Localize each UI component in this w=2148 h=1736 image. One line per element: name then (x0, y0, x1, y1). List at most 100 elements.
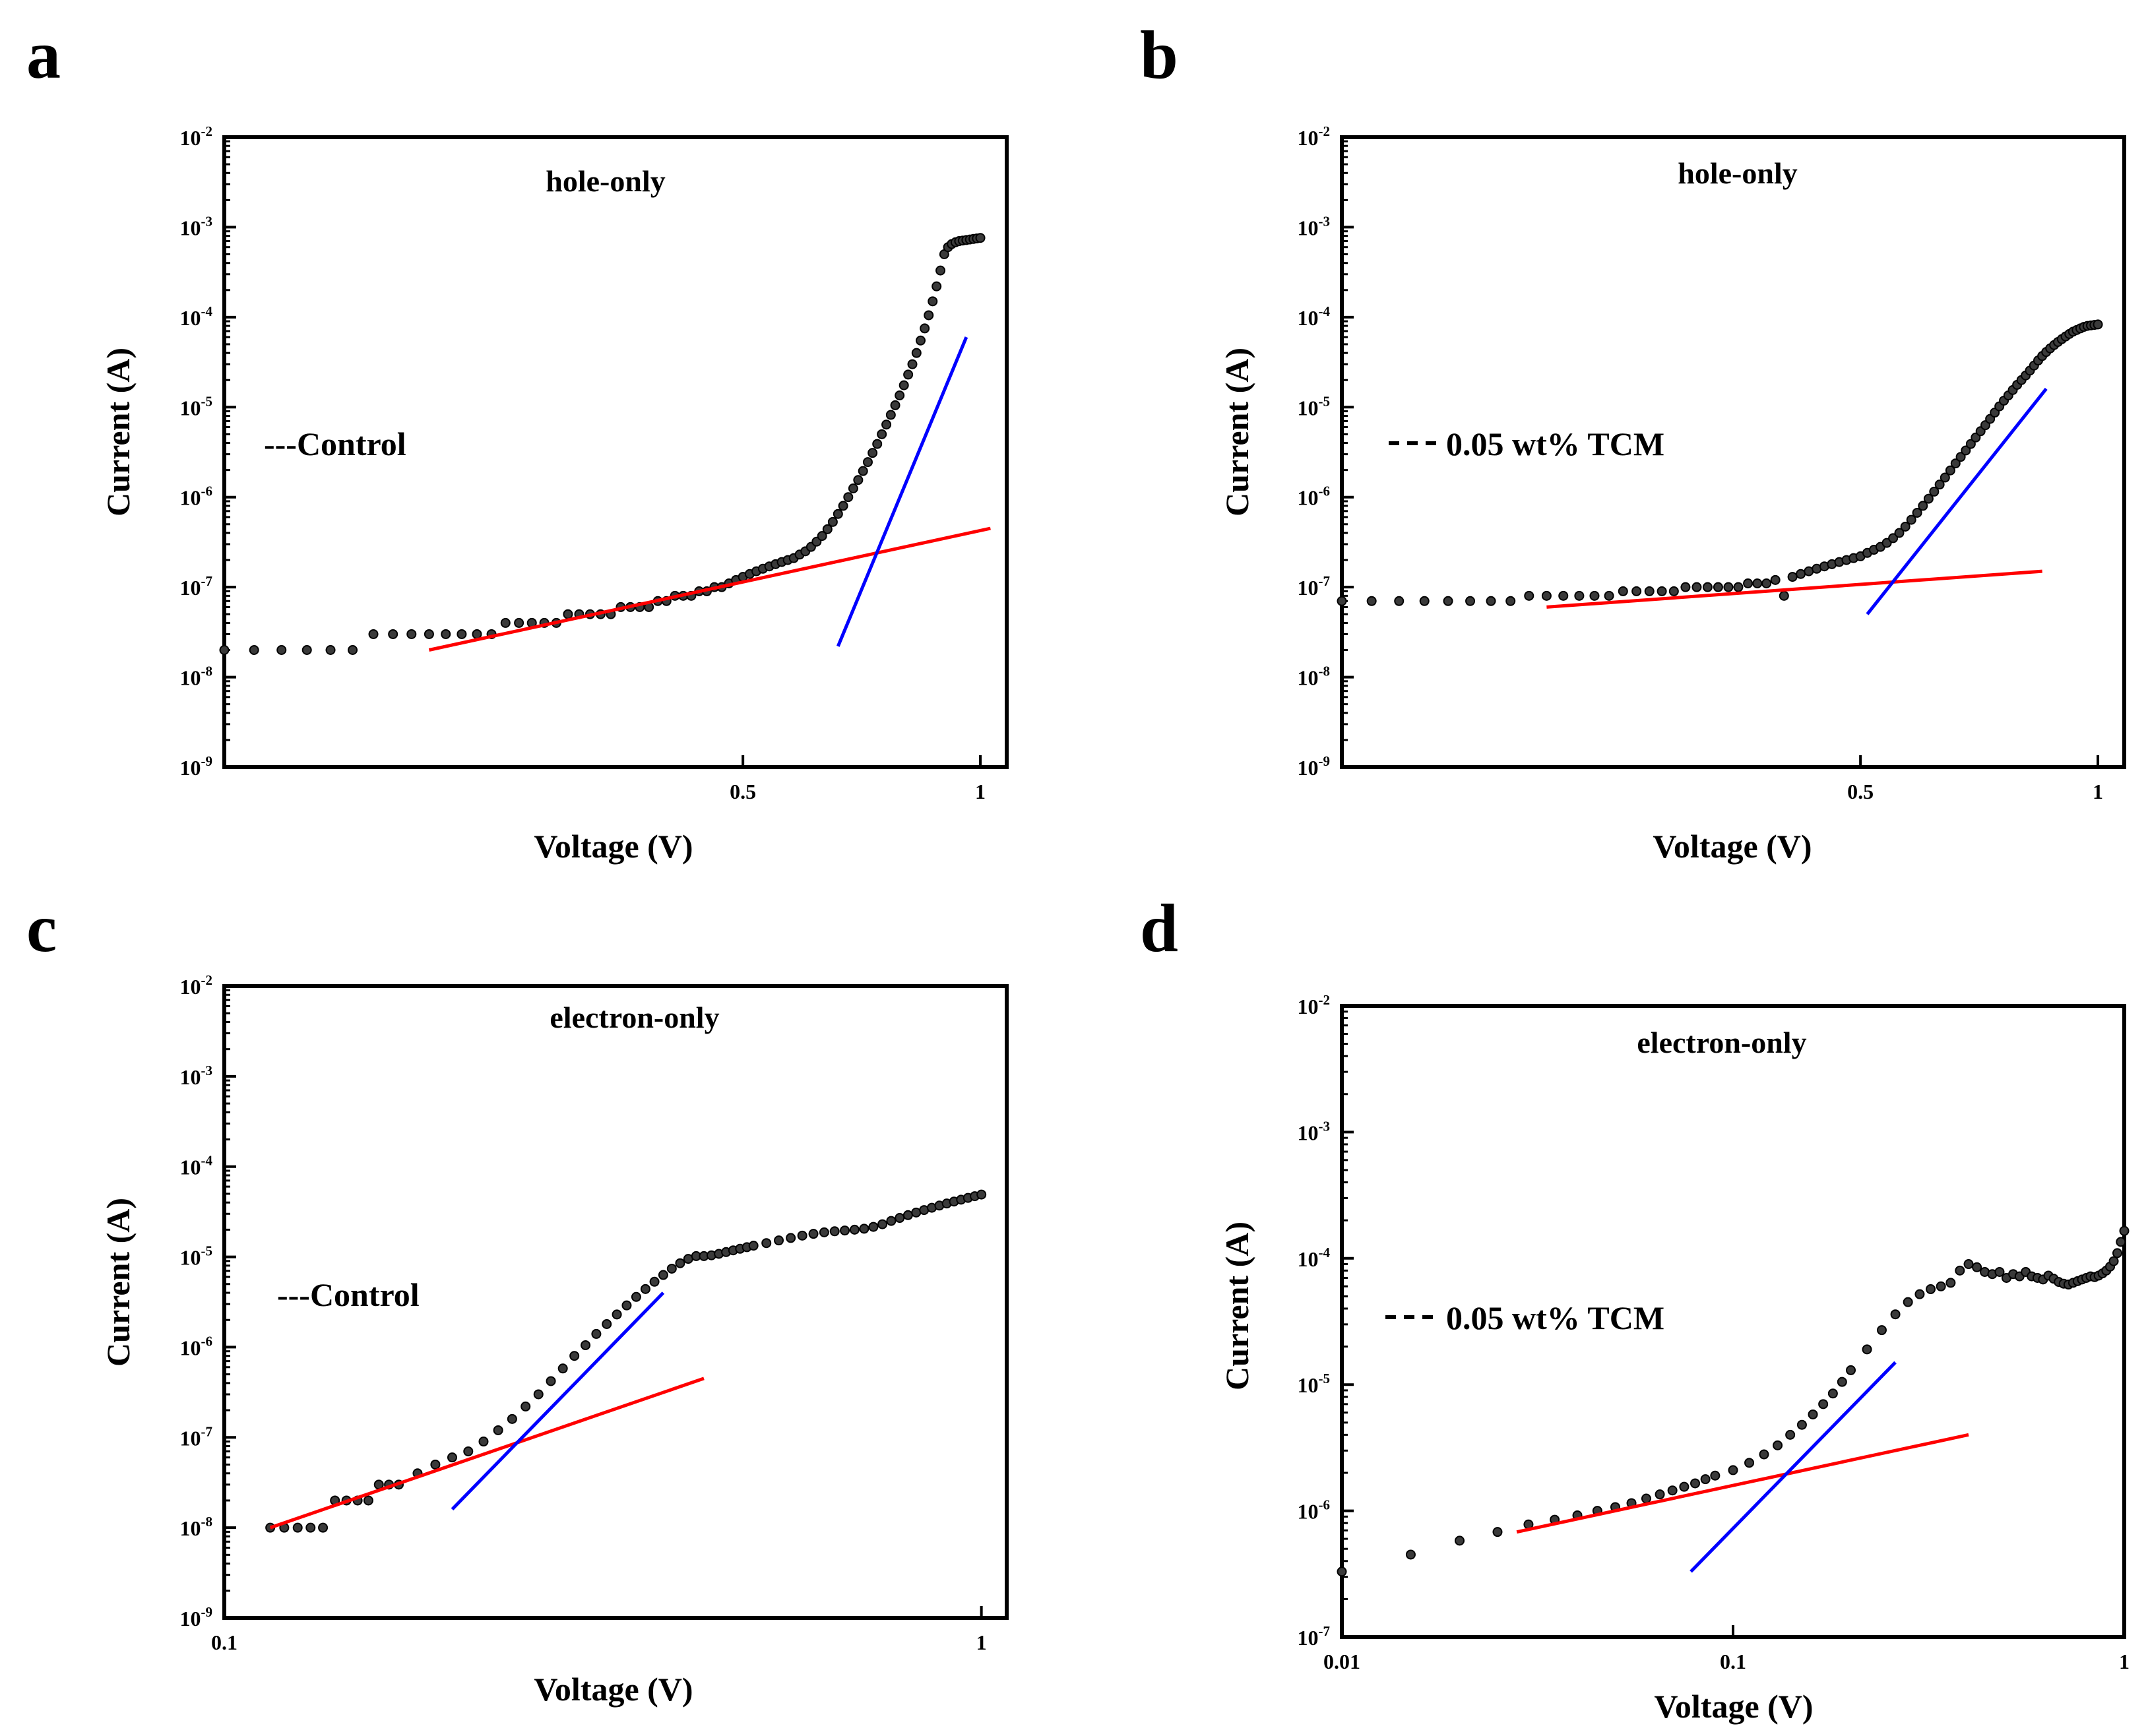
data-point (1761, 578, 1772, 588)
data-point (1965, 439, 1976, 449)
panel-letter: b (1140, 17, 1178, 93)
y-tick-label: 10-6 (180, 483, 213, 510)
data-point (819, 1227, 829, 1237)
data-point (581, 1340, 591, 1351)
data-point (1846, 1365, 1856, 1375)
x-axis-label: Voltage (V) (534, 1671, 693, 1708)
data-point (761, 1238, 772, 1249)
data-point (895, 390, 905, 401)
data-point (1796, 569, 1806, 579)
panel-title: hole-only (1678, 156, 1797, 190)
data-point (1394, 596, 1405, 606)
data-point (658, 1270, 668, 1280)
data-point (406, 629, 417, 639)
data-point (920, 323, 930, 334)
data-point (886, 1216, 897, 1226)
panel-d: d electron-only 0.05 wt% TCM Voltage (V)… (1140, 890, 2130, 1725)
panel-letter: d (1140, 890, 1178, 966)
data-point (1713, 582, 1723, 592)
data-point (1759, 1449, 1769, 1460)
data-point (521, 1401, 531, 1411)
data-point (1657, 586, 1667, 596)
data-point (932, 281, 942, 292)
data-point (1950, 458, 1961, 469)
y-tick-label: 10-5 (180, 393, 213, 419)
measured-series (1337, 1225, 2130, 1577)
data-point (1796, 1419, 1807, 1430)
data-point (1940, 472, 1950, 483)
data-point (1808, 1409, 1818, 1419)
data-point (675, 1258, 685, 1268)
data-point (1994, 1266, 2005, 1277)
data-point (877, 429, 887, 439)
data-point (1744, 1458, 1755, 1468)
data-point (868, 1222, 879, 1232)
y-tick-label: 10-3 (180, 1063, 213, 1089)
y-tick-label: 10-7 (1298, 573, 1331, 600)
data-point (1492, 1527, 1503, 1537)
data-point (1929, 486, 1940, 497)
data-point (1524, 590, 1534, 601)
data-point (1710, 1470, 1721, 1481)
y-tick-label: 10-3 (1298, 1118, 1331, 1144)
x-tick-label: 0.1 (211, 1630, 237, 1654)
data-point (808, 1229, 819, 1239)
y-tick-label: 10-5 (1298, 393, 1331, 419)
panel-title: electron-only (1637, 1026, 1806, 1059)
panel-title: electron-only (550, 1001, 719, 1034)
data-point (1655, 1489, 1665, 1500)
data-point (1918, 501, 1928, 511)
data-point (1679, 1481, 1690, 1492)
y-axis-ticks (1342, 1005, 1354, 1638)
data-point (2108, 1256, 2119, 1266)
x-axis-label: Voltage (V) (1653, 828, 1812, 865)
data-point (895, 1213, 905, 1224)
measured-series (1337, 319, 2103, 606)
data-point (1906, 514, 1916, 525)
data-point (447, 1452, 457, 1463)
data-point (859, 1224, 869, 1234)
data-point (1733, 582, 1744, 592)
data-point (219, 645, 230, 656)
data-point (457, 629, 467, 639)
x-axis-label: Voltage (V) (534, 828, 693, 865)
data-point (890, 400, 900, 410)
y-tick-label: 10-8 (180, 1514, 213, 1540)
y-tick-label: 10-4 (180, 1153, 213, 1179)
data-point (1728, 1465, 1738, 1475)
y-axis-label: Current (A) (100, 1198, 137, 1367)
data-point (472, 629, 482, 639)
x-axis-label: Voltage (V) (1654, 1688, 1813, 1725)
y-tick-label: 10-3 (180, 213, 213, 239)
y-tick-label: 10-2 (180, 972, 213, 999)
data-point (463, 1446, 474, 1456)
x-tick-label: 1 (2093, 780, 2103, 803)
data-point (325, 645, 336, 656)
data-point (924, 310, 934, 321)
ohmic-fit-line (269, 1377, 705, 1530)
data-point (1945, 465, 1955, 476)
panel-c: c electron-only ---Control Voltage (V) C… (26, 890, 1009, 1708)
data-point (430, 1459, 441, 1470)
data-point (602, 1318, 612, 1329)
data-point (1912, 507, 1922, 518)
data-point (1541, 590, 1552, 601)
y-tick-label: 10-7 (180, 573, 213, 600)
ohmic-fit-line (1516, 1433, 1969, 1534)
data-point (292, 1522, 303, 1533)
data-point (493, 1425, 503, 1435)
data-point (1926, 1284, 1936, 1295)
data-point (1604, 590, 1614, 601)
panel-title: hole-only (546, 164, 665, 198)
data-point (840, 1225, 850, 1236)
data-point (249, 645, 259, 656)
sclc-fit-line (836, 336, 968, 647)
data-point (1743, 578, 1753, 588)
data-point (833, 509, 843, 519)
data-point (591, 1328, 602, 1339)
data-point (1914, 1289, 1925, 1299)
data-point (533, 1389, 544, 1400)
data-point (563, 609, 573, 619)
data-point (843, 492, 854, 503)
data-point (1702, 582, 1713, 592)
